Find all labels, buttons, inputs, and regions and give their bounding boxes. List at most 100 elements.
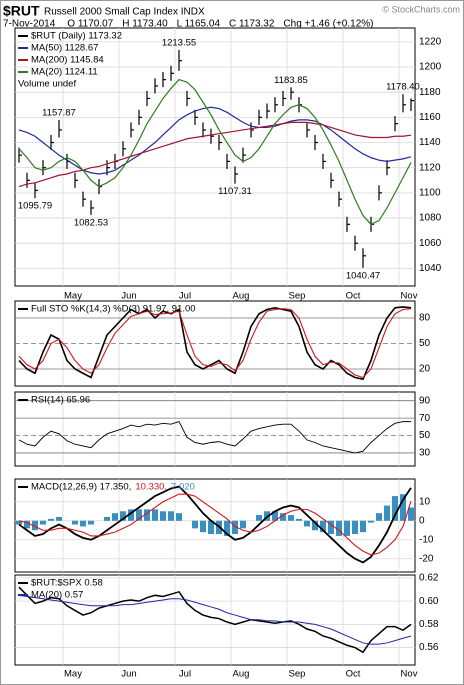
histogram-bar bbox=[352, 520, 358, 535]
histogram-bar bbox=[344, 520, 350, 536]
annotation: 1095.79 bbox=[18, 201, 52, 212]
date: 7-Nov-2014 bbox=[3, 19, 56, 30]
x-tick-label: Nov bbox=[401, 291, 418, 302]
histogram-bar bbox=[200, 520, 206, 533]
legend-label: MA(50) 1128.67 bbox=[31, 43, 98, 54]
series-line bbox=[18, 493, 412, 556]
histogram-bar bbox=[168, 511, 174, 521]
y-tick-label: 90 bbox=[419, 395, 431, 406]
panel bbox=[14, 574, 416, 666]
y-tick-label: 80 bbox=[419, 313, 431, 324]
series-line bbox=[18, 78, 412, 226]
series-line bbox=[18, 106, 412, 175]
plot bbox=[18, 421, 412, 454]
histogram-bar bbox=[144, 509, 150, 521]
legend-label: MA(200) 1145.84 bbox=[31, 55, 104, 66]
histogram-bar bbox=[376, 513, 382, 521]
histogram-bar bbox=[120, 511, 126, 521]
annotation: 1157.87 bbox=[42, 108, 76, 119]
histogram-bar bbox=[408, 507, 414, 521]
histogram-bar bbox=[88, 520, 94, 525]
histogram-bar bbox=[240, 520, 246, 529]
histogram-bar bbox=[104, 516, 110, 521]
y-tick-label: 0.62 bbox=[419, 573, 439, 584]
histogram-bar bbox=[312, 520, 318, 531]
histogram-bar bbox=[16, 520, 22, 525]
symbol: $RUT bbox=[3, 3, 40, 19]
histogram-bar bbox=[112, 513, 118, 521]
histogram-bar bbox=[160, 511, 166, 521]
y-tick-label: 1060 bbox=[419, 238, 442, 249]
legend-label: MACD(12,26,9) 17.350, bbox=[31, 482, 131, 493]
plot bbox=[18, 306, 412, 381]
quote-item: Chg +1.46 (+0.12%) bbox=[283, 19, 373, 30]
quote-item: H 1173.40 bbox=[122, 19, 168, 30]
histogram-bar bbox=[280, 513, 286, 521]
histogram-bar bbox=[80, 520, 86, 527]
histogram-bar bbox=[336, 520, 342, 536]
annotation: 1040.47 bbox=[346, 270, 380, 281]
legend-label: 10.330, bbox=[135, 482, 167, 493]
y-tick-label: 30 bbox=[419, 448, 431, 459]
legend-label: RSI(14) 65.96 bbox=[31, 395, 90, 406]
series-line bbox=[18, 594, 412, 645]
histogram-bar bbox=[232, 520, 238, 535]
histogram-bar bbox=[128, 509, 134, 521]
histogram-bar bbox=[400, 494, 406, 521]
legend-label: Full STO %K(14,3) %D(3) 91.97, 91.00 bbox=[31, 304, 196, 315]
histogram-bar bbox=[360, 520, 366, 533]
y-tick-label: 1200 bbox=[419, 62, 442, 73]
annotation: 1213.55 bbox=[162, 37, 196, 48]
y-tick-label: 1040 bbox=[419, 263, 442, 274]
x-tick-label: Jun bbox=[121, 291, 136, 302]
histogram-bar bbox=[176, 513, 182, 521]
watermark: © StockCharts.com bbox=[382, 4, 460, 14]
legend-label: MA(20) 0.57 bbox=[31, 590, 83, 601]
annotation: 1183.85 bbox=[274, 75, 308, 86]
y-tick-label: 0 bbox=[419, 515, 425, 526]
y-tick-label: -20 bbox=[419, 553, 434, 564]
series-line bbox=[18, 421, 412, 454]
histogram-bar bbox=[32, 520, 38, 531]
histogram-bar bbox=[288, 515, 294, 521]
histogram-bar bbox=[304, 520, 310, 527]
annotation: 1082.53 bbox=[74, 217, 108, 228]
quote-item: C 1173.32 bbox=[229, 19, 275, 30]
histogram-bar bbox=[320, 520, 326, 533]
histogram-bar bbox=[272, 511, 278, 521]
x-tick-label: Aug bbox=[233, 669, 250, 680]
annotation: 1107.31 bbox=[218, 186, 252, 197]
y-tick-label: 1180 bbox=[419, 87, 441, 98]
y-tick-label: -10 bbox=[419, 534, 434, 545]
x-tick-label: Oct bbox=[346, 291, 361, 302]
y-tick-label: 1140 bbox=[419, 137, 441, 148]
y-tick-label: 50 bbox=[419, 430, 431, 441]
x-tick-label: Sep bbox=[289, 669, 306, 680]
x-tick-label: May bbox=[64, 669, 82, 680]
histogram-bar bbox=[40, 520, 46, 525]
histogram-bar bbox=[224, 520, 230, 536]
x-tick-label: Jul bbox=[179, 291, 191, 302]
x-tick-label: Oct bbox=[346, 669, 361, 680]
panel bbox=[14, 391, 416, 467]
histogram-bar bbox=[192, 520, 198, 529]
histogram-bar bbox=[72, 520, 78, 525]
series-line bbox=[18, 485, 412, 564]
chart-title: Russell 2000 Small Cap Index INDX bbox=[44, 7, 205, 18]
histogram-bar bbox=[48, 518, 54, 521]
histogram-bar bbox=[136, 509, 142, 521]
series-line bbox=[18, 308, 412, 379]
legend-label: MA(20) 1124.11 bbox=[31, 67, 98, 78]
x-tick-label: Jul bbox=[179, 669, 191, 680]
y-tick-label: 20 bbox=[419, 364, 431, 375]
histogram-bar bbox=[152, 509, 158, 521]
y-tick-label: 0.56 bbox=[419, 642, 439, 653]
histogram-bar bbox=[208, 520, 214, 535]
histogram-bar bbox=[368, 520, 374, 523]
y-tick-label: 50 bbox=[419, 338, 431, 349]
x-tick-label: Sep bbox=[289, 291, 306, 302]
annotation: 1178.40 bbox=[386, 82, 420, 93]
x-tick-label: Jun bbox=[121, 669, 136, 680]
x-tick-label: May bbox=[64, 291, 82, 302]
